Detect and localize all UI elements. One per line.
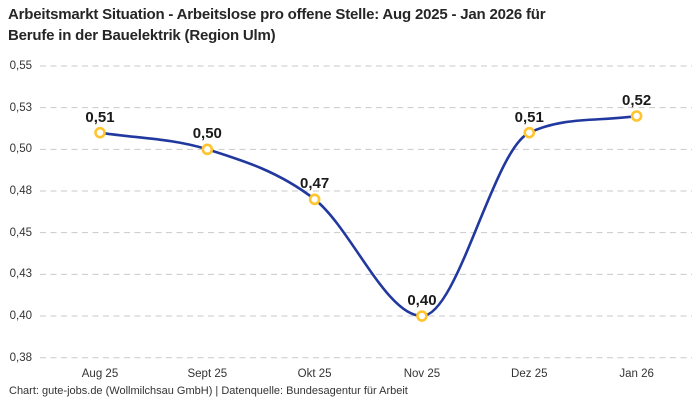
chart-title: Arbeitsmarkt Situation - Arbeitslose pro… <box>8 4 546 46</box>
x-axis-tick-label: Okt 25 <box>297 368 332 380</box>
data-point-marker <box>523 126 536 139</box>
data-point-label: 0,52 <box>621 92 652 109</box>
data-point-label: 0,47 <box>300 175 330 193</box>
data-point-marker <box>630 110 643 122</box>
x-axis-tick-label: Jan 26 <box>619 368 654 380</box>
x-axis-tick-label: Aug 25 <box>81 368 119 380</box>
data-point-marker <box>201 143 214 156</box>
y-axis-tick-label: 0,40 <box>9 310 32 323</box>
x-axis-tick-label: Dez 25 <box>511 368 548 380</box>
data-point-label: 0,51 <box>85 108 115 126</box>
data-point-marker <box>94 126 106 139</box>
y-axis-tick-label: 0,43 <box>9 268 32 281</box>
x-axis-tick-label: Sept 25 <box>187 368 228 380</box>
line-series-path <box>98 114 638 318</box>
x-axis-tick-label: Nov 25 <box>403 368 441 380</box>
chart-title-line-2: Berufe in der Bauelektrik (Region Ulm) <box>8 27 276 44</box>
chart-credit: Chart: gute-jobs.de (Wollmilchsau GmbH) … <box>9 385 408 397</box>
y-axis-tick-label: 0,48 <box>9 185 32 197</box>
y-axis-tick-label: 0,45 <box>9 226 32 239</box>
data-point-label: 0,40 <box>407 292 437 310</box>
data-point-marker <box>308 193 321 206</box>
data-point-label: 0,50 <box>192 125 222 143</box>
data-point-marker <box>416 310 428 322</box>
data-point-label: 0,51 <box>514 108 544 126</box>
y-axis-tick-label: 0,50 <box>9 143 32 156</box>
y-axis-tick-label: 0,38 <box>9 351 32 364</box>
y-axis-tick-label: 0,53 <box>9 101 32 114</box>
chart-title-line-1: Arbeitsmarkt Situation - Arbeitslose pro… <box>8 6 546 23</box>
y-axis-tick-label: 0,55 <box>9 60 32 72</box>
